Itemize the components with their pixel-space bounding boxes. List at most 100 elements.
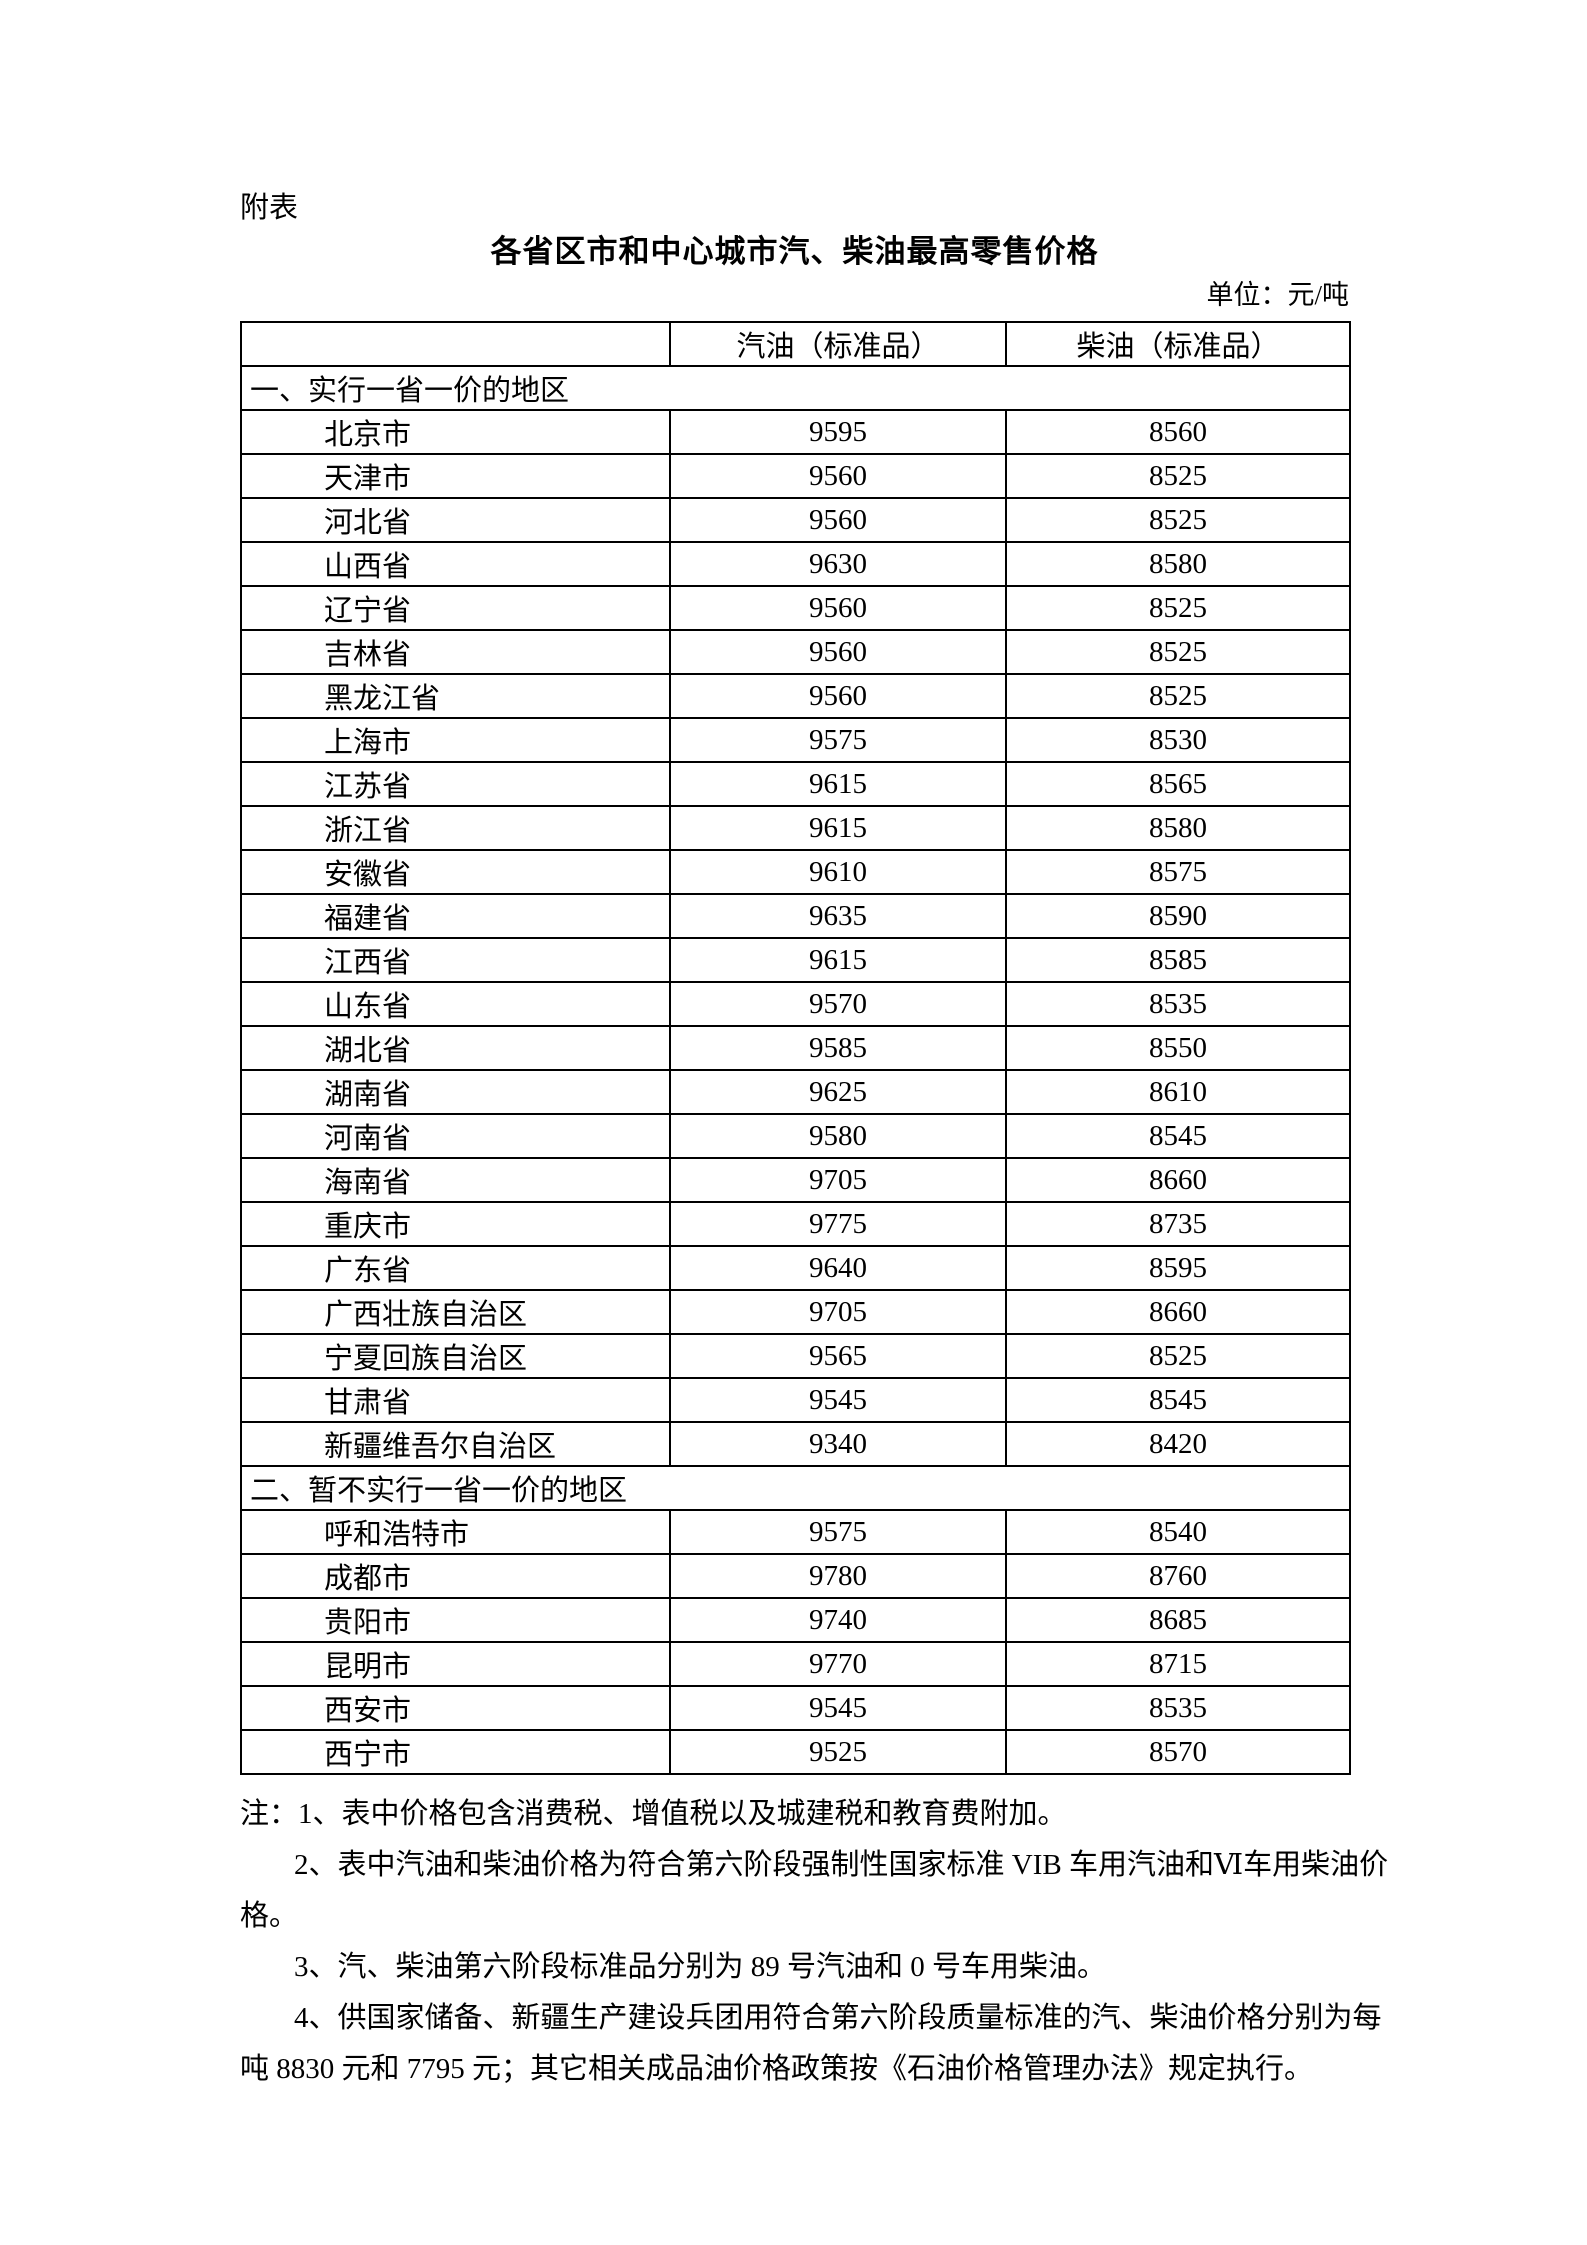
region-cell: 湖北省: [240, 1025, 671, 1071]
table-row: 湖北省 9585 8550: [240, 1025, 1351, 1071]
gasoline-price-cell: 9640: [669, 1245, 1007, 1291]
region-cell: 宁夏回族自治区: [240, 1333, 671, 1379]
corner-cell: [240, 321, 671, 367]
region-cell: 重庆市: [240, 1201, 671, 1247]
region-cell: 新疆维吾尔自治区: [240, 1421, 671, 1467]
gasoline-price-cell: 9625: [669, 1069, 1007, 1115]
gasoline-price-cell: 9580: [669, 1113, 1007, 1159]
diesel-price-cell: 8550: [1005, 1025, 1351, 1071]
region-cell: 上海市: [240, 717, 671, 763]
region-cell: 山东省: [240, 981, 671, 1027]
table-row: 辽宁省 9560 8525: [240, 585, 1351, 631]
section-header-row: 一、实行一省一价的地区: [240, 365, 1351, 411]
table-row: 福建省 9635 8590: [240, 893, 1351, 939]
diesel-price-cell: 8525: [1005, 629, 1351, 675]
diesel-price-cell: 8685: [1005, 1597, 1351, 1643]
diesel-price-cell: 8525: [1005, 497, 1351, 543]
diesel-price-cell: 8595: [1005, 1245, 1351, 1291]
diesel-price-cell: 8565: [1005, 761, 1351, 807]
diesel-price-cell: 8660: [1005, 1157, 1351, 1203]
diesel-price-cell: 8735: [1005, 1201, 1351, 1247]
table-row: 河南省 9580 8545: [240, 1113, 1351, 1159]
gasoline-price-cell: 9615: [669, 805, 1007, 851]
gasoline-price-cell: 9635: [669, 893, 1007, 939]
diesel-price-cell: 8585: [1005, 937, 1351, 983]
region-cell: 甘肃省: [240, 1377, 671, 1423]
note-line: 注：1、表中价格包含消费税、增值税以及城建税和教育费附加。: [240, 1798, 1067, 1830]
diesel-price-cell: 8530: [1005, 717, 1351, 763]
table-row: 吉林省 9560 8525: [240, 629, 1351, 675]
diesel-price-cell: 8575: [1005, 849, 1351, 895]
gasoline-price-cell: 9585: [669, 1025, 1007, 1071]
gasoline-price-cell: 9780: [669, 1553, 1007, 1599]
table-row: 海南省 9705 8660: [240, 1157, 1351, 1203]
gasoline-price-cell: 9560: [669, 497, 1007, 543]
table-row: 山西省 9630 8580: [240, 541, 1351, 587]
table-row: 呼和浩特市 9575 8540: [240, 1509, 1351, 1555]
diesel-price-cell: 8560: [1005, 409, 1351, 455]
section-header-row: 二、暂不实行一省一价的地区: [240, 1465, 1351, 1511]
table-row: 天津市 9560 8525: [240, 453, 1351, 499]
gasoline-price-cell: 9560: [669, 673, 1007, 719]
unit-label: 单位：元/吨: [1206, 280, 1349, 310]
region-cell: 安徽省: [240, 849, 671, 895]
region-cell: 江西省: [240, 937, 671, 983]
note-line: 2、表中汽油和柴油价格为符合第六阶段强制性国家标准 VIB 车用汽油和Ⅵ车用柴油…: [294, 1849, 1389, 1881]
gasoline-price-cell: 9615: [669, 937, 1007, 983]
diesel-price-cell: 8535: [1005, 1685, 1351, 1731]
document-page: 附表 各省区市和中心城市汽、柴油最高零售价格 单位：元/吨 汽油（标准品） 柴油…: [240, 193, 1389, 2095]
region-cell: 广东省: [240, 1245, 671, 1291]
region-cell: 山西省: [240, 541, 671, 587]
diesel-price-cell: 8545: [1005, 1377, 1351, 1423]
region-cell: 广西壮族自治区: [240, 1289, 671, 1335]
table-row: 江西省 9615 8585: [240, 937, 1351, 983]
table-row: 西安市 9545 8535: [240, 1685, 1351, 1731]
table-row: 上海市 9575 8530: [240, 717, 1351, 763]
table-row: 重庆市 9775 8735: [240, 1201, 1351, 1247]
region-cell: 呼和浩特市: [240, 1509, 671, 1555]
diesel-price-cell: 8420: [1005, 1421, 1351, 1467]
table-row: 山东省 9570 8535: [240, 981, 1351, 1027]
column-header-diesel: 柴油（标准品）: [1005, 321, 1351, 367]
gasoline-price-cell: 9775: [669, 1201, 1007, 1247]
diesel-price-cell: 8525: [1005, 453, 1351, 499]
gasoline-price-cell: 9630: [669, 541, 1007, 587]
gasoline-price-cell: 9560: [669, 629, 1007, 675]
region-cell: 吉林省: [240, 629, 671, 675]
gasoline-price-cell: 9770: [669, 1641, 1007, 1687]
region-cell: 福建省: [240, 893, 671, 939]
gasoline-price-cell: 9525: [669, 1729, 1007, 1775]
diesel-price-cell: 8660: [1005, 1289, 1351, 1335]
table-row: 贵阳市 9740 8685: [240, 1597, 1351, 1643]
region-cell: 海南省: [240, 1157, 671, 1203]
region-cell: 西安市: [240, 1685, 671, 1731]
price-table-body: 汽油（标准品） 柴油（标准品） 一、实行一省一价的地区 北京市 9595 8560 天津…: [240, 321, 1351, 1775]
notes-block: 注：1、表中价格包含消费税、增值税以及城建税和教育费附加。 2、表中汽油和柴油价格…: [240, 1789, 1389, 2095]
region-cell: 昆明市: [240, 1641, 671, 1687]
diesel-price-cell: 8580: [1005, 541, 1351, 587]
gasoline-price-cell: 9595: [669, 409, 1007, 455]
region-cell: 江苏省: [240, 761, 671, 807]
region-cell: 黑龙江省: [240, 673, 671, 719]
gasoline-price-cell: 9545: [669, 1685, 1007, 1731]
region-cell: 河北省: [240, 497, 671, 543]
table-row: 广东省 9640 8595: [240, 1245, 1351, 1291]
region-cell: 贵阳市: [240, 1597, 671, 1643]
table-row: 安徽省 9610 8575: [240, 849, 1351, 895]
diesel-price-cell: 8580: [1005, 805, 1351, 851]
table-row: 江苏省 9615 8565: [240, 761, 1351, 807]
region-cell: 天津市: [240, 453, 671, 499]
section-header-cell: 一、实行一省一价的地区: [240, 365, 1351, 411]
note-line: 格。: [240, 1900, 299, 1932]
table-row: 西宁市 9525 8570: [240, 1729, 1351, 1775]
gasoline-price-cell: 9615: [669, 761, 1007, 807]
table-row: 黑龙江省 9560 8525: [240, 673, 1351, 719]
region-cell: 成都市: [240, 1553, 671, 1599]
region-cell: 辽宁省: [240, 585, 671, 631]
table-row: 甘肃省 9545 8545: [240, 1377, 1351, 1423]
price-table: 汽油（标准品） 柴油（标准品） 一、实行一省一价的地区 北京市 9595 8560 天津…: [240, 321, 1351, 1775]
gasoline-price-cell: 9570: [669, 981, 1007, 1027]
gasoline-price-cell: 9610: [669, 849, 1007, 895]
diesel-price-cell: 8715: [1005, 1641, 1351, 1687]
gasoline-price-cell: 9705: [669, 1157, 1007, 1203]
